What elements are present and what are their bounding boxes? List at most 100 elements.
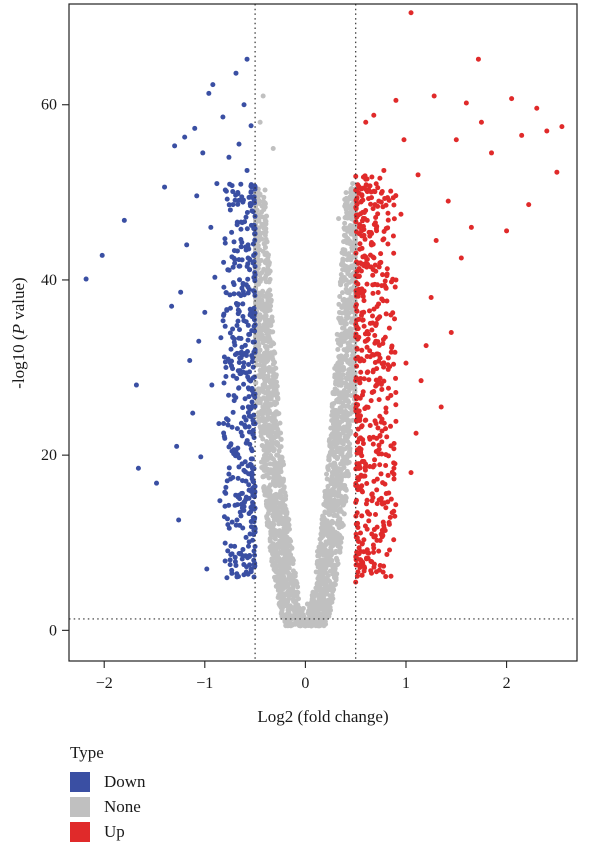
down-point [241, 572, 247, 578]
none-point [348, 187, 354, 193]
down-point [238, 226, 244, 232]
none-point [257, 362, 263, 368]
none-point [329, 599, 335, 605]
up-point [403, 360, 409, 366]
none-point [331, 567, 337, 573]
none-point [265, 252, 271, 258]
up-point [353, 288, 359, 294]
none-point [272, 399, 278, 405]
none-point [263, 218, 269, 224]
down-point [172, 143, 178, 149]
down-point [244, 209, 250, 215]
none-point [315, 581, 321, 587]
none-point [267, 536, 273, 542]
down-point [232, 197, 238, 203]
down-point [227, 181, 233, 187]
none-point [338, 414, 344, 420]
down-point [245, 337, 251, 343]
none-point [269, 556, 275, 562]
none-point [270, 329, 276, 335]
none-point [265, 373, 271, 379]
none-point [341, 501, 347, 507]
none-point [318, 603, 323, 609]
up-point [373, 383, 379, 389]
none-point [337, 547, 343, 553]
up-point [373, 338, 379, 344]
none-point [339, 261, 345, 267]
up-point [388, 312, 394, 318]
down-point [240, 280, 246, 286]
none-point [321, 501, 327, 507]
none-point [282, 497, 288, 503]
none-point [292, 610, 298, 616]
down-point [227, 207, 233, 213]
none-point [271, 415, 277, 421]
none-point [268, 548, 274, 554]
none-point [268, 350, 274, 356]
none-point [337, 338, 343, 344]
none-point [348, 343, 354, 349]
none-point [267, 492, 273, 498]
none-point [339, 331, 345, 337]
down-point [252, 272, 258, 278]
none-point [279, 454, 285, 460]
none-point [272, 499, 278, 505]
down-point [238, 244, 244, 250]
down-point [182, 134, 188, 140]
down-point [231, 447, 237, 453]
none-point [257, 119, 263, 125]
up-point [393, 502, 399, 508]
none-point [286, 612, 292, 618]
up-point [391, 361, 397, 367]
up-point [391, 476, 397, 482]
up-point [554, 169, 560, 175]
none-point [311, 603, 317, 609]
up-point [360, 317, 366, 323]
down-point [224, 516, 230, 522]
down-point [245, 374, 251, 380]
legend-label-none: None [104, 796, 141, 816]
up-point [367, 308, 372, 314]
up-point [368, 558, 374, 564]
down-point [230, 202, 236, 208]
none-point [283, 549, 289, 555]
none-point [259, 332, 265, 338]
none-point [282, 584, 288, 590]
down-point [243, 214, 249, 220]
up-point [392, 461, 398, 467]
up-point [367, 423, 373, 429]
up-point [361, 458, 367, 464]
up-point [393, 418, 399, 424]
up-point [364, 344, 370, 350]
none-point [261, 376, 267, 382]
up-point [433, 238, 439, 244]
up-point [364, 497, 370, 503]
up-point [413, 430, 419, 436]
none-point [275, 440, 281, 446]
up-point [370, 206, 376, 212]
up-point [364, 555, 370, 561]
none-point [266, 384, 272, 390]
down-point [227, 557, 233, 563]
down-point [232, 502, 238, 508]
legend: Type Down None Up [70, 743, 146, 844]
none-point [327, 535, 333, 541]
down-point [247, 331, 253, 337]
up-point [373, 181, 379, 187]
none-point [297, 619, 303, 625]
down-point [248, 189, 254, 195]
none-point [271, 456, 277, 462]
none-point [325, 487, 331, 493]
legend-label-down: Down [104, 771, 146, 791]
down-point [235, 307, 241, 313]
none-point [342, 233, 348, 239]
none-point [314, 549, 320, 554]
up-point [379, 189, 385, 195]
down-point [229, 229, 235, 235]
down-point [238, 355, 244, 361]
down-point [252, 483, 258, 489]
up-point [384, 434, 390, 440]
none-point [272, 547, 278, 553]
none-point [352, 370, 358, 376]
none-point [341, 298, 347, 304]
